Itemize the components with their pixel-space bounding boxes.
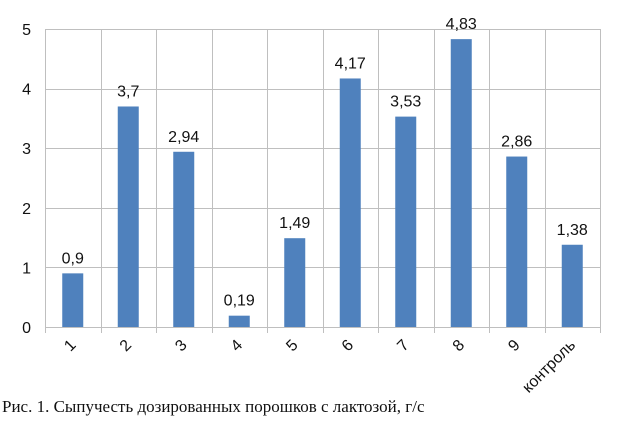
x-tick-label: 7 <box>394 337 412 355</box>
bar <box>173 151 195 327</box>
x-tick-label: 1 <box>61 337 79 355</box>
x-tick-label: 4 <box>228 337 246 355</box>
bar <box>450 39 472 328</box>
x-tick-label: 6 <box>339 337 357 355</box>
data-label: 3,7 <box>117 83 139 100</box>
data-label: 0,19 <box>224 293 255 310</box>
x-tick-label: 2 <box>117 337 135 355</box>
bars <box>62 39 583 328</box>
data-label: 1,49 <box>279 215 310 232</box>
data-label: 4,17 <box>335 55 366 72</box>
bar <box>561 244 583 327</box>
x-tick-label: 5 <box>283 337 301 355</box>
bar <box>506 156 528 327</box>
data-label: 1,38 <box>557 222 588 239</box>
data-label: 3,53 <box>390 94 421 111</box>
bar <box>228 315 250 327</box>
y-axis-tick-labels: 0 1 2 3 4 5 <box>22 22 31 337</box>
y-tick-label: 1 <box>22 260 31 277</box>
figure-caption: Рис. 1. Сыпучесть дозированных порошков … <box>2 397 425 416</box>
data-labels: 0,9 3,7 2,94 0,19 1,49 4,17 3,53 4,83 2,86 1,38 <box>62 16 588 310</box>
bar <box>395 116 417 327</box>
bar <box>62 273 84 327</box>
y-tick-label: 5 <box>22 22 31 39</box>
x-tick-label: контроль <box>519 337 579 397</box>
y-tick-label: 3 <box>22 141 31 158</box>
data-label: 2,86 <box>501 134 532 151</box>
y-tick-label: 4 <box>22 82 31 99</box>
x-tick-label: 8 <box>450 337 468 355</box>
x-tick-label: 3 <box>172 337 190 355</box>
data-label: 0,9 <box>62 250 84 267</box>
x-tick-label: 9 <box>505 337 523 355</box>
y-tick-label: 0 <box>22 320 31 337</box>
gridlines <box>45 29 601 333</box>
bar <box>339 78 361 327</box>
data-label: 2,94 <box>168 129 199 146</box>
bar <box>117 106 139 327</box>
y-tick-label: 2 <box>22 201 31 218</box>
bar <box>284 238 306 327</box>
data-label: 4,83 <box>446 16 477 33</box>
